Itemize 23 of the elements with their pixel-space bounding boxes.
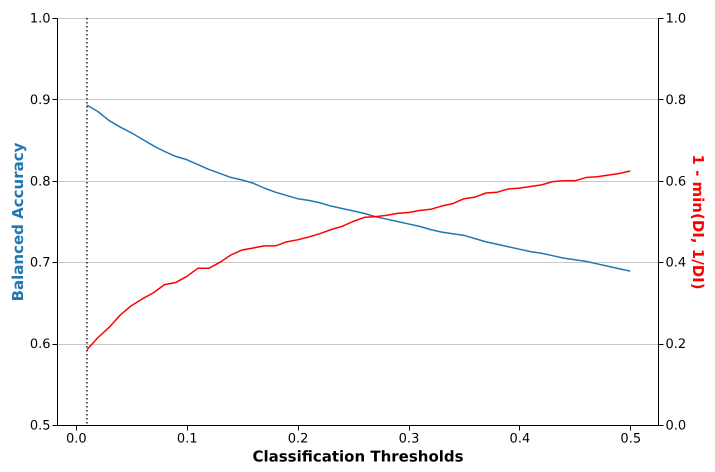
y-tick-label: 0.9	[30, 92, 50, 108]
y-tick-label: 0.5	[30, 418, 50, 434]
y2-tick-label: 0.8	[666, 92, 686, 108]
y2-tick-label: 0.4	[666, 256, 686, 271]
y-tick-label: 0.6	[30, 337, 50, 352]
y-axis-title: Balanced Accuracy	[8, 142, 27, 302]
y-tick-label: 0.7	[30, 256, 50, 271]
line-series	[86, 170, 632, 350]
x-tick-label: 0.4	[510, 432, 530, 446]
y2-tick-label: 1.0	[666, 12, 686, 26]
x-axis-title: Classification Thresholds	[252, 448, 464, 466]
y-tick-label: 1.0	[30, 12, 50, 26]
x-tick-label: 0.1	[176, 432, 198, 446]
x-tick-label: 0.0	[66, 432, 87, 446]
x-tick-label: 0.3	[398, 432, 420, 446]
y2-axis-title: 1 - min(DI, 1/DI)	[689, 154, 708, 290]
line-series	[86, 104, 632, 272]
x-tick-label: 0.2	[288, 432, 308, 446]
y2-tick-label: 0.0	[666, 418, 686, 434]
y-tick-label: 0.8	[30, 174, 50, 190]
y2-tick-label: 0.2	[666, 337, 686, 352]
x-tick-label: 0.5	[620, 432, 642, 446]
y2-tick-label: 0.6	[666, 174, 686, 190]
